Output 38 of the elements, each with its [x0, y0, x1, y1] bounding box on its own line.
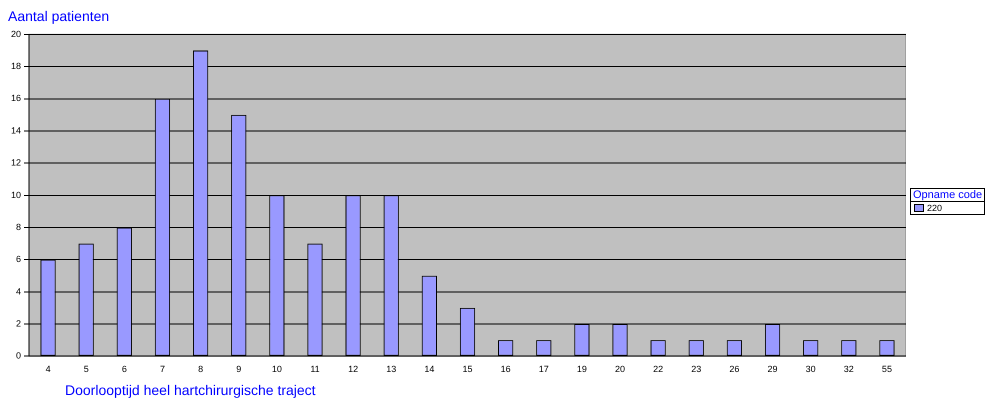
- y-tick-label: 14: [10, 125, 22, 136]
- y-tick-label: 20: [10, 28, 22, 39]
- x-tick-label: 14: [424, 364, 434, 374]
- y-tick-label: 8: [16, 222, 22, 232]
- y-tick-label: 12: [10, 158, 22, 168]
- x-tick-label: 22: [653, 364, 664, 374]
- x-tick-label: 19: [576, 364, 587, 374]
- y-tick-label: 18: [10, 61, 22, 72]
- x-tick-label: 55: [882, 364, 892, 374]
- y-tick-label: 10: [10, 190, 22, 200]
- legend-title: Opname code: [911, 189, 984, 202]
- x-axis-title: Doorlooptijd heel hartchirurgische traject: [65, 382, 316, 398]
- x-tick-label: 4: [46, 364, 51, 374]
- y-tick-label: 6: [16, 254, 22, 264]
- y-tick-label: 4: [16, 286, 22, 296]
- x-tick-label: 15: [462, 364, 473, 374]
- x-tick-label: 10: [272, 364, 282, 374]
- x-tick-label: 5: [84, 364, 89, 374]
- legend-label: 220: [927, 203, 942, 213]
- y-tick-label: 2: [16, 318, 22, 329]
- x-tick-label: 7: [160, 364, 165, 374]
- x-tick-label: 8: [198, 364, 204, 374]
- x-tick-label: 23: [691, 364, 702, 374]
- x-tick-label: 13: [386, 364, 396, 374]
- x-tick-label: 30: [806, 364, 816, 374]
- x-tick-label: 29: [768, 364, 778, 374]
- x-tick-label: 20: [615, 364, 626, 374]
- x-tick-label: 12: [348, 364, 358, 374]
- x-tick-label: 17: [538, 364, 549, 374]
- x-tick-label: 16: [500, 364, 511, 374]
- y-axis-title: Aantal patienten: [8, 8, 110, 24]
- x-tick-label: 32: [844, 364, 854, 374]
- x-tick-label: 26: [729, 364, 740, 374]
- x-tick-label: 9: [236, 364, 242, 374]
- y-tick-label: 0: [16, 350, 22, 361]
- y-tick-label: 16: [10, 93, 22, 104]
- x-tick-label: 6: [122, 364, 127, 374]
- x-tick-label: 11: [310, 364, 320, 374]
